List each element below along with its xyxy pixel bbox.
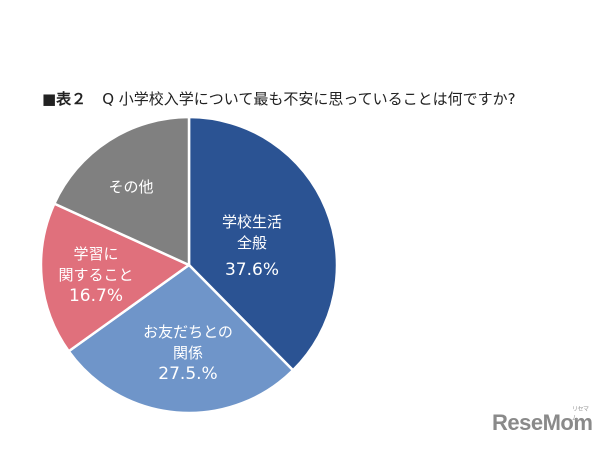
pie-slice-3 — [53, 115, 191, 267]
pie-slices — [39, 115, 339, 415]
pct-friends: 27.5.% — [158, 364, 218, 384]
label-friends: お友だちとの 関係 27.5.% — [143, 323, 233, 384]
pie-slice-1 — [67, 263, 295, 415]
resemom-logo: ReseMom リセマム — [492, 407, 593, 435]
label-other: その他 — [108, 178, 154, 196]
label-study: 学習に 関すること 16.7% — [58, 245, 134, 306]
pie-slice-2 — [39, 202, 191, 353]
pie-slice-0 — [187, 115, 339, 372]
chart-title: ■表２ Q 小学校入学について最も不安に思っていることは何ですか? — [42, 88, 516, 109]
pct-study: 16.7% — [68, 286, 124, 306]
question-text: Q 小学校入学について最も不安に思っていることは何ですか? — [102, 90, 516, 108]
pct-school-life: 37.6% — [224, 260, 280, 280]
label-school-life: 学校生活 全般 37.6% — [221, 213, 283, 280]
table-number: ■表２ — [42, 90, 87, 108]
